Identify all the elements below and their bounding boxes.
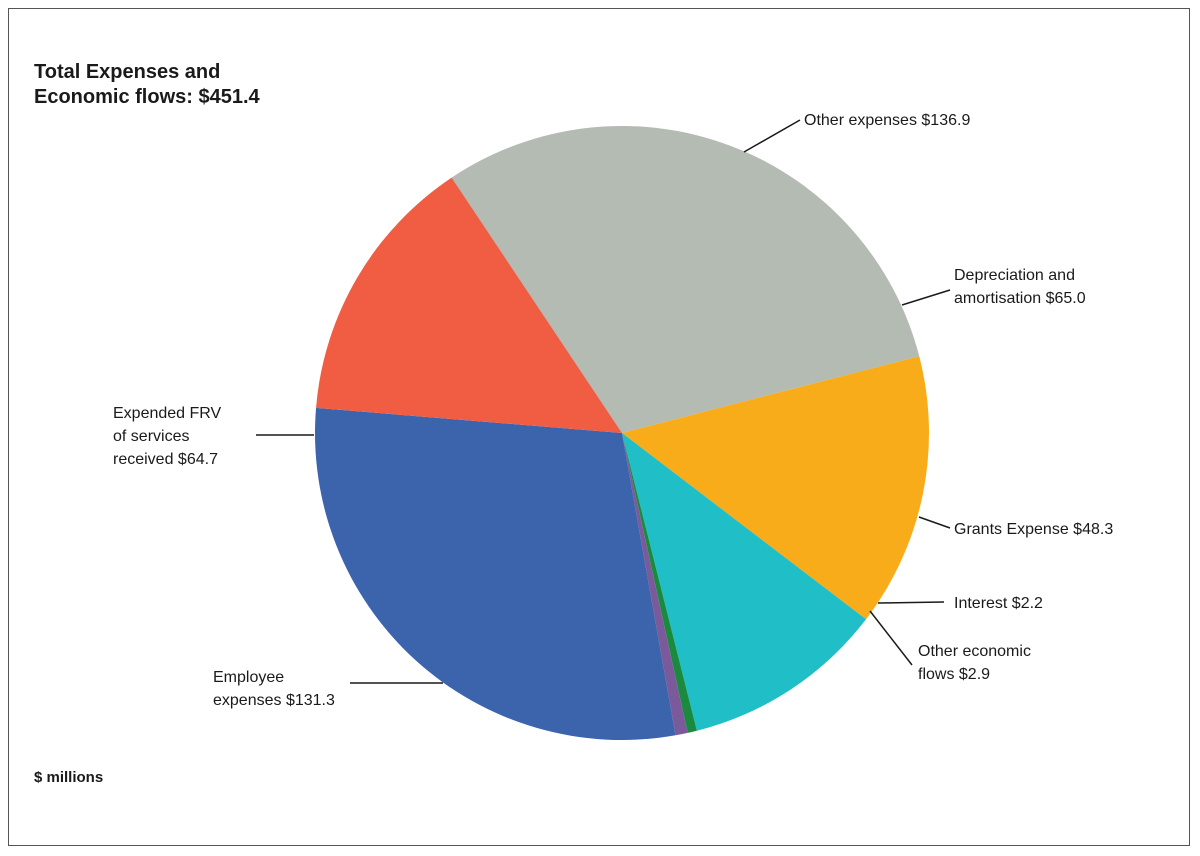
leader-line — [901, 289, 951, 306]
leader-line — [869, 610, 913, 666]
pie-slice-other-economic-flows — [622, 433, 688, 736]
slice-label-line: amortisation $65.0 — [954, 290, 1086, 307]
slice-label-line: Other expenses $136.9 — [804, 112, 970, 129]
slice-label-line: Interest $2.2 — [954, 595, 1043, 612]
slice-label: Grants Expense $48.3 — [954, 521, 1113, 538]
leader-line — [877, 601, 945, 604]
pie-slice-other-expenses — [451, 125, 920, 433]
slice-label-line: Depreciation and — [954, 267, 1075, 284]
leader-line — [918, 516, 951, 529]
pie-slice-expended-frv-of-services-received — [316, 177, 622, 433]
slice-label: Other economic flows $2.9 — [918, 643, 1031, 683]
slice-label-line: flows $2.9 — [918, 666, 990, 683]
leader-line — [743, 119, 801, 153]
slice-label-line: Other economic — [918, 643, 1031, 660]
chart-title-line-2: Economic flows: $451.4 — [34, 86, 260, 108]
pie-slice-depreciation-and-amortisation — [622, 356, 930, 620]
pie-slice-interest — [622, 433, 697, 733]
pie-slice-grants-expense — [622, 433, 867, 731]
slice-label-line: Employee — [213, 669, 284, 686]
chart-title-line-1: Total Expenses and — [34, 61, 221, 83]
slice-label: Employee expenses $131.3 — [213, 669, 335, 709]
slice-label-line: of services — [113, 428, 189, 445]
slice-label-line: expenses $131.3 — [213, 692, 335, 709]
slice-label-line: Expended FRV — [113, 405, 222, 422]
slice-label: Interest $2.2 — [954, 595, 1043, 612]
slice-label: Other expenses $136.9 — [804, 112, 970, 129]
chart-title: Total Expenses and Economic flows: $451.… — [34, 60, 260, 110]
slice-label: Expended FRV of services received $64.7 — [113, 405, 222, 468]
chart-frame — [8, 8, 1190, 846]
slice-label-line: received $64.7 — [113, 451, 218, 468]
pie-slice-employee-expenses — [315, 407, 676, 740]
units-label: $ millions — [34, 769, 104, 786]
slice-label: Depreciation and amortisation $65.0 — [954, 267, 1086, 307]
slice-label-line: Grants Expense $48.3 — [954, 521, 1113, 538]
